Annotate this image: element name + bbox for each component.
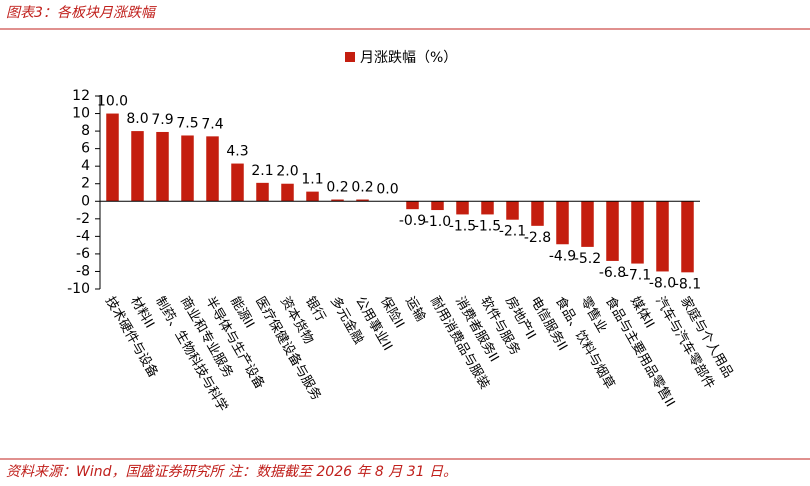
value-label: 7.5 bbox=[176, 115, 198, 131]
bar bbox=[106, 113, 119, 202]
bar bbox=[131, 131, 144, 202]
bar bbox=[431, 201, 444, 211]
bar bbox=[506, 201, 519, 220]
y-tick-label: 10 bbox=[72, 106, 90, 122]
footer-source: 资料来源：Wind，国盛证券研究所 注：数据截至 2026 年 8 月 31 日… bbox=[6, 464, 457, 480]
bar bbox=[281, 183, 294, 202]
value-label: -2.1 bbox=[499, 224, 526, 240]
header-title: 图表3：各板块月涨跌幅 bbox=[6, 5, 158, 21]
value-label: -4.9 bbox=[549, 248, 576, 264]
y-tick-label: -10 bbox=[67, 281, 90, 297]
y-tick-label: -8 bbox=[76, 263, 90, 279]
bar bbox=[631, 201, 644, 264]
y-tick-label: 0 bbox=[81, 193, 90, 209]
value-label: -6.8 bbox=[599, 265, 626, 281]
y-tick-label: 2 bbox=[81, 176, 90, 192]
y-tick-label: -6 bbox=[76, 246, 90, 262]
bar bbox=[531, 201, 544, 226]
bar bbox=[456, 201, 469, 215]
bar bbox=[156, 131, 169, 202]
x-tick-label: 运输 bbox=[402, 294, 429, 325]
value-label: 4.3 bbox=[226, 144, 248, 160]
value-label: -2.8 bbox=[524, 230, 551, 246]
value-label: 0.2 bbox=[326, 180, 348, 196]
value-label: -5.2 bbox=[574, 251, 601, 267]
legend-swatch bbox=[345, 52, 355, 62]
value-label: 7.4 bbox=[201, 116, 223, 132]
bar bbox=[406, 201, 419, 210]
value-label: -1.0 bbox=[424, 214, 451, 230]
value-label: -1.5 bbox=[474, 218, 501, 234]
value-label: 2.0 bbox=[276, 164, 298, 180]
value-label: -1.5 bbox=[449, 218, 476, 234]
value-label: -7.1 bbox=[624, 268, 651, 284]
value-label: 0.2 bbox=[351, 180, 373, 196]
bar bbox=[681, 201, 694, 273]
value-label: 0.0 bbox=[376, 181, 398, 197]
value-label: -8.1 bbox=[674, 276, 701, 292]
bar bbox=[556, 201, 569, 245]
value-label: -8.0 bbox=[649, 275, 676, 291]
bar bbox=[331, 199, 344, 202]
x-tick-label: 银行 bbox=[302, 294, 328, 324]
bar bbox=[356, 199, 369, 202]
bar bbox=[656, 201, 669, 272]
value-label: 10.0 bbox=[97, 94, 128, 110]
bar bbox=[606, 201, 619, 261]
legend-label: 月涨跌幅（%） bbox=[360, 50, 457, 66]
bar bbox=[481, 201, 494, 215]
y-tick-label: -2 bbox=[76, 211, 90, 227]
value-label: -0.9 bbox=[399, 213, 426, 229]
bar bbox=[206, 136, 219, 202]
value-label: 7.9 bbox=[151, 112, 173, 128]
value-label: 2.1 bbox=[251, 163, 273, 179]
bar bbox=[306, 191, 319, 202]
bar bbox=[581, 201, 594, 247]
y-tick-label: 8 bbox=[81, 123, 90, 139]
y-tick-label: 6 bbox=[81, 141, 90, 157]
y-tick-label: 4 bbox=[81, 158, 90, 174]
value-label: 1.1 bbox=[301, 172, 323, 188]
value-label: 8.0 bbox=[126, 111, 148, 127]
y-tick-label: -4 bbox=[76, 228, 90, 244]
bar bbox=[256, 182, 269, 202]
y-tick-label: 12 bbox=[72, 88, 90, 104]
bar bbox=[181, 135, 194, 202]
bar bbox=[231, 163, 244, 202]
